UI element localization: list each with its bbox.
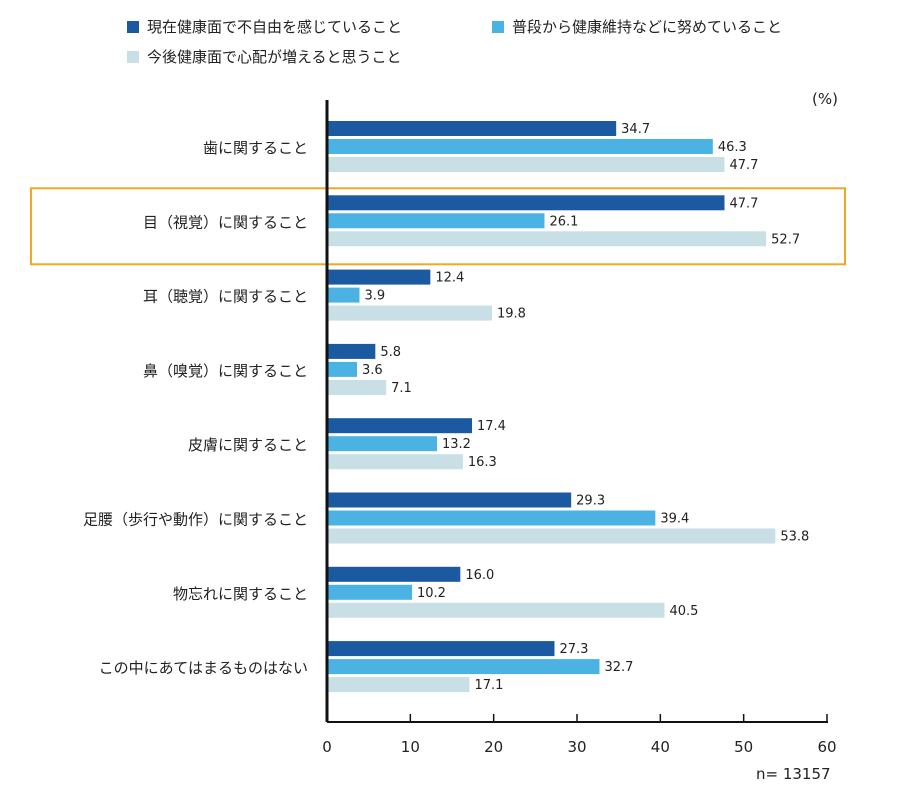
category-label: この中にあてはまるものはない <box>99 659 308 677</box>
legend-label-current: 現在健康面で不自由を感じていること <box>147 18 403 36</box>
data-label: 34.7 <box>621 122 650 137</box>
category-label: 目（視覚）に関すること <box>143 213 308 231</box>
x-tick-label: 50 <box>734 738 753 756</box>
bar-2 <box>327 287 360 303</box>
bar-3 <box>327 305 492 321</box>
bar-3 <box>327 157 725 172</box>
x-tick-label: 20 <box>484 738 503 756</box>
bar-1 <box>327 418 472 434</box>
bar-3 <box>327 454 463 470</box>
bar-3 <box>327 379 387 395</box>
legend-label-future: 今後健康面で心配が増えると思うこと <box>147 48 402 66</box>
bar-2 <box>327 213 545 229</box>
bar-1 <box>327 641 555 657</box>
bar-2 <box>327 436 437 452</box>
data-label: 16.0 <box>465 568 494 583</box>
data-label: 3.6 <box>362 363 383 378</box>
data-label: 39.4 <box>660 512 689 527</box>
legend-item-maintain: 普段から健康維持などに努めていること <box>492 16 782 37</box>
bar-1 <box>327 195 725 211</box>
sample-size-label: n= 13157 <box>756 765 831 783</box>
data-label: 3.9 <box>365 289 386 304</box>
category-label: 耳（聴覚）に関すること <box>143 288 308 306</box>
legend-label-maintain: 普段から健康維持などに努めていること <box>512 18 783 36</box>
bar-2 <box>327 361 357 377</box>
legend-swatch-maintain <box>492 20 504 33</box>
bar-1 <box>327 343 376 359</box>
x-tick-label: 0 <box>322 738 332 756</box>
bar-1 <box>327 121 617 136</box>
data-label: 53.8 <box>780 530 809 545</box>
legend-swatch-future <box>127 50 139 63</box>
unit-label: (%) <box>812 90 838 108</box>
category-label: 足腰（歩行や動作）に関すること <box>83 511 308 529</box>
data-label: 47.7 <box>730 196 759 211</box>
bar-2 <box>327 659 600 675</box>
data-label: 17.4 <box>477 419 506 434</box>
data-label: 13.2 <box>442 437 471 452</box>
x-tick-label: 40 <box>651 738 670 756</box>
data-label: 10.2 <box>417 586 446 601</box>
x-tick-label: 60 <box>817 738 836 756</box>
x-tick-label: 10 <box>401 738 420 756</box>
bar-2 <box>327 139 713 154</box>
data-label: 32.7 <box>605 660 634 675</box>
bar-1 <box>327 566 461 582</box>
data-label: 7.1 <box>391 381 412 396</box>
data-label: 19.8 <box>497 307 526 322</box>
highlight-box <box>30 187 846 266</box>
category-label: 皮膚に関すること <box>188 436 308 454</box>
bar-3 <box>327 528 776 544</box>
legend-swatch-current <box>127 20 139 33</box>
bar-2 <box>327 584 412 600</box>
category-label: 物忘れに関すること <box>173 585 308 603</box>
data-label: 40.5 <box>670 604 699 619</box>
data-label: 12.4 <box>435 271 464 286</box>
data-label: 5.8 <box>380 345 401 360</box>
data-label: 52.7 <box>771 232 800 247</box>
bar-1 <box>327 269 431 285</box>
data-label: 46.3 <box>718 140 747 155</box>
bar-1 <box>327 492 572 508</box>
x-tick-label: 30 <box>567 738 586 756</box>
category-label: 鼻（嗅覚）に関すること <box>143 362 308 380</box>
bar-3 <box>327 602 665 618</box>
legend-item-future: 今後健康面で心配が増えると思うこと <box>127 46 402 67</box>
data-label: 47.7 <box>730 158 759 173</box>
data-label: 27.3 <box>560 642 589 657</box>
bar-2 <box>327 510 656 526</box>
bar-3 <box>327 677 470 693</box>
bar-3 <box>327 231 767 247</box>
category-label: 歯に関すること <box>203 139 308 157</box>
data-label: 16.3 <box>468 455 497 470</box>
legend-item-current: 現在健康面で不自由を感じていること <box>127 16 402 37</box>
data-label: 17.1 <box>475 678 504 693</box>
data-label: 26.1 <box>550 214 579 229</box>
data-label: 29.3 <box>576 494 605 509</box>
